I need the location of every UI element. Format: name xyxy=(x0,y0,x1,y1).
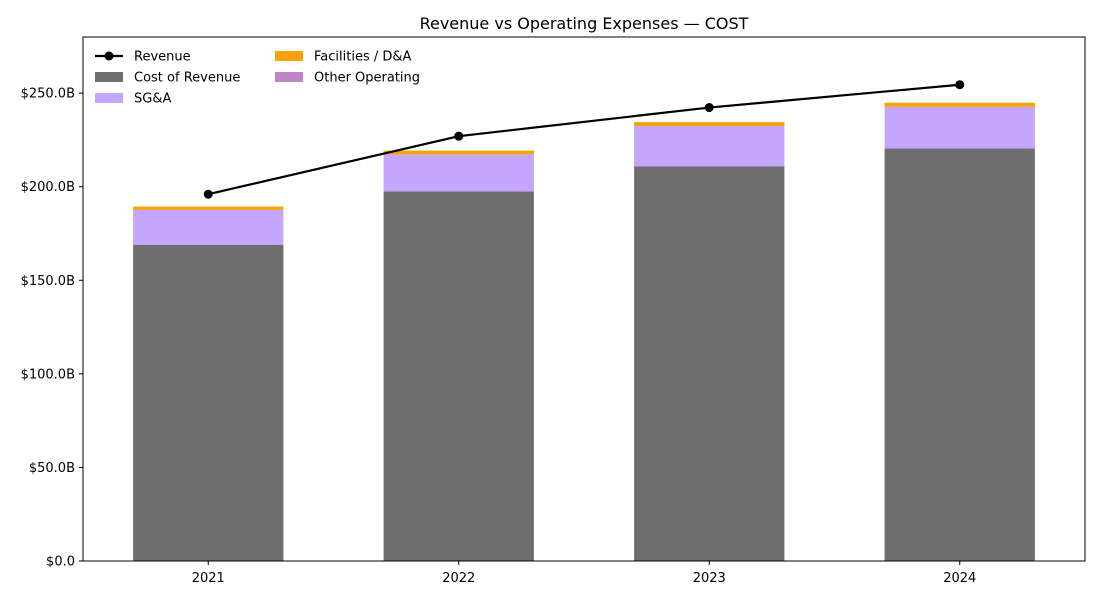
y-tick-label: $250.0B xyxy=(21,87,75,102)
point-revenue-2023 xyxy=(704,103,714,113)
legend-item-cost-of-revenue: Cost of Revenue xyxy=(95,71,240,86)
point-revenue-2022 xyxy=(454,131,464,141)
legend-label: Revenue xyxy=(134,50,191,65)
bar-cost-of-revenue-2023 xyxy=(634,166,785,561)
y-tick-label: $150.0B xyxy=(21,274,75,289)
y-tick-label: $100.0B xyxy=(21,367,75,382)
point-revenue-2024 xyxy=(955,80,965,90)
x-tick-label: 2024 xyxy=(943,571,976,586)
legend-item-revenue: Revenue xyxy=(95,50,191,65)
bar-facilities-d-a-2024 xyxy=(884,102,1035,107)
revenue-line-layer xyxy=(203,80,965,199)
x-tick-label: 2022 xyxy=(442,571,475,586)
y-tick-label: $200.0B xyxy=(21,180,75,195)
bar-cost-of-revenue-2024 xyxy=(884,148,1035,561)
bar-cost-of-revenue-2022 xyxy=(383,191,534,561)
point-revenue-2021 xyxy=(203,189,213,199)
bar-facilities-d-a-2021 xyxy=(133,206,284,210)
line-revenue xyxy=(208,83,960,196)
legend-swatch-marker xyxy=(104,51,114,61)
legend-swatch xyxy=(95,72,123,82)
y-tick-label: $0.0 xyxy=(46,555,75,570)
bar-sg-a-2023 xyxy=(634,126,785,167)
bar-sg-a-2021 xyxy=(133,209,284,245)
legend-label: SG&A xyxy=(134,92,171,107)
legend-swatch xyxy=(275,51,303,61)
bar-facilities-d-a-2023 xyxy=(634,122,785,127)
x-tick-label: 2021 xyxy=(192,571,225,586)
legend-label: Facilities / D&A xyxy=(314,50,412,65)
bars-layer xyxy=(133,102,1035,561)
legend-label: Other Operating xyxy=(314,71,420,86)
legend-item-other-operating: Other Operating xyxy=(275,71,420,86)
x-tick-label: 2023 xyxy=(693,571,726,586)
legend-swatch xyxy=(275,72,303,82)
bar-cost-of-revenue-2021 xyxy=(133,244,284,561)
legend-item-sg-a: SG&A xyxy=(95,92,171,107)
legend-swatch xyxy=(95,93,123,103)
bar-facilities-d-a-2022 xyxy=(383,150,534,155)
bar-sg-a-2024 xyxy=(884,106,1035,149)
bar-sg-a-2022 xyxy=(383,154,534,192)
chart-title: Revenue vs Operating Expenses — COST xyxy=(420,14,749,33)
legend-label: Cost of Revenue xyxy=(134,71,240,86)
plot-frame xyxy=(82,36,1086,562)
y-tick-label: $50.0B xyxy=(29,461,75,476)
legend-item-facilities-d-a: Facilities / D&A xyxy=(275,50,412,65)
legend: Revenue Cost of Revenue SG&A Facilities / D… xyxy=(95,50,420,107)
axes-layer: $0.0 $50.0B $100.0B $150.0B $200.0B $250.0B 20… xyxy=(21,36,1086,586)
